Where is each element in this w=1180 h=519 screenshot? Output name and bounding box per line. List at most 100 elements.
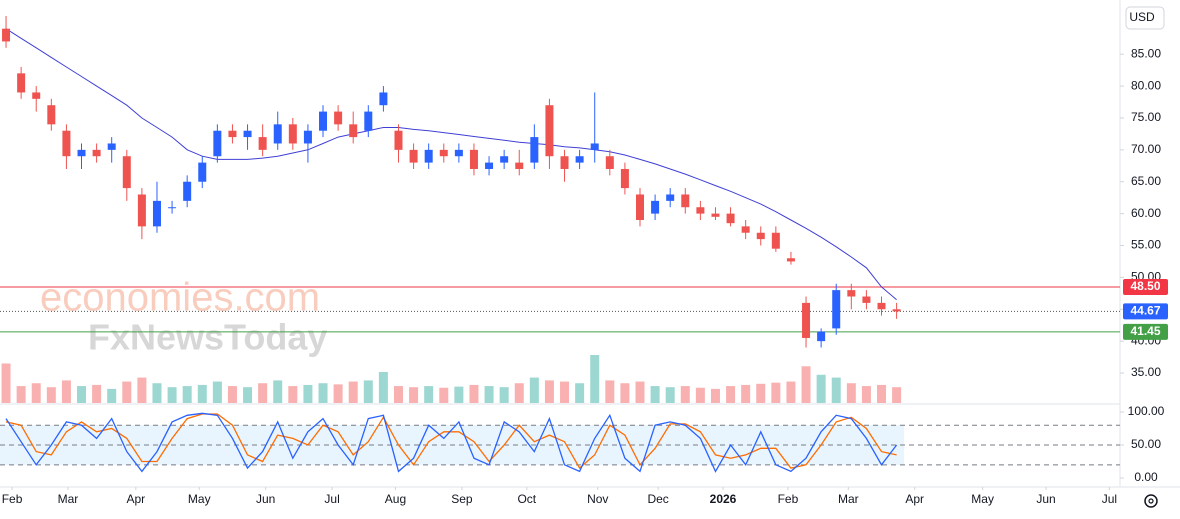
candle-body: [152, 200, 161, 227]
price-label-box: [1123, 323, 1168, 340]
volume-bar: [77, 386, 87, 403]
candle-body: [651, 200, 660, 214]
volume-bar: [605, 380, 615, 403]
volume-bar: [182, 386, 192, 403]
y-tick-label: 100.00: [1128, 404, 1165, 418]
candle-body: [439, 149, 448, 157]
candle-body: [575, 156, 584, 163]
y-tick-label: 75.00: [1131, 110, 1161, 124]
volume-bar: [695, 387, 705, 403]
x-tick-label: May: [971, 492, 994, 506]
price-label: 48.50: [1130, 279, 1160, 293]
candle-body: [62, 130, 71, 157]
volume-bar: [484, 386, 494, 403]
x-tick-label: Sep: [451, 492, 473, 506]
y-tick-label: 65.00: [1131, 174, 1161, 188]
x-tick-label: May: [188, 492, 211, 506]
volume-bar: [499, 387, 509, 403]
volume-bar: [439, 387, 449, 403]
x-tick-label: Dec: [647, 492, 668, 506]
x-tick-label: Mar: [838, 492, 859, 506]
y-tick-label: 60.00: [1131, 206, 1161, 220]
volume-bar: [590, 355, 600, 403]
volume-bar: [243, 387, 253, 403]
candle-body: [469, 149, 478, 169]
stoch-k-line: [5, 412, 898, 473]
volume-bar: [650, 386, 660, 403]
candle-body: [454, 149, 463, 157]
candle-body: [817, 331, 826, 342]
candle-body: [636, 194, 644, 220]
volume-bar: [831, 377, 841, 403]
candle-body: [258, 137, 267, 150]
settings-icon[interactable]: [1144, 494, 1158, 508]
candle-body: [394, 130, 403, 150]
candle-body: [334, 111, 343, 125]
volume-bar: [756, 383, 766, 403]
candle-body: [786, 258, 795, 262]
x-tick-label: Apr: [905, 492, 924, 506]
candle-body: [771, 232, 780, 249]
volume-bar: [167, 387, 177, 403]
candle-body: [409, 149, 418, 163]
volume-bar: [61, 380, 71, 403]
volume-bar: [786, 381, 796, 403]
volume-bar: [861, 386, 871, 403]
volume-bar: [227, 386, 237, 403]
volume-bar: [258, 383, 268, 403]
candle-body: [92, 149, 101, 157]
volume-bar: [409, 387, 419, 403]
volume-bar: [378, 371, 388, 403]
volume-bar: [710, 388, 720, 403]
x-tick-label: Jul: [1102, 492, 1117, 506]
volume-bar: [680, 386, 690, 403]
x-tick-label: Mar: [58, 492, 79, 506]
candle-body: [696, 207, 705, 214]
y-tick-label: 35.00: [1131, 365, 1161, 379]
volume-bar: [726, 386, 736, 403]
x-tick-label: Jul: [324, 492, 339, 506]
volume-bar: [107, 388, 117, 403]
volume-bar: [303, 384, 313, 403]
x-tick-label: 2026: [710, 492, 737, 506]
volume-bar: [333, 384, 343, 403]
volume-bar: [560, 381, 570, 403]
candle-body: [137, 194, 146, 227]
volume-bar: [197, 384, 207, 403]
x-tick-label: Jun: [256, 492, 275, 506]
volume-bar: [741, 384, 751, 403]
volume-bar: [816, 374, 826, 403]
volume-bar: [544, 380, 554, 403]
candle-body: [319, 111, 328, 131]
volume-bar: [892, 387, 902, 403]
x-tick-label: Nov: [587, 492, 608, 506]
candle-body: [500, 156, 509, 163]
price-label-box: [1123, 278, 1168, 295]
volume-bar: [665, 387, 675, 403]
volume-bar: [454, 386, 464, 403]
x-tick-label: Feb: [2, 492, 23, 506]
volume-bar: [31, 383, 41, 403]
candle-body: [349, 124, 358, 138]
candle-body: [424, 149, 433, 163]
candle-body: [273, 124, 282, 144]
candle-body: [892, 309, 901, 312]
volume-bar: [212, 381, 222, 403]
candle-body: [560, 156, 569, 169]
y-tick-label: 85.00: [1131, 46, 1161, 60]
stoch-d-line: [5, 413, 897, 470]
candle-body: [666, 194, 675, 201]
volume-bar: [92, 384, 102, 403]
candle-body: [364, 111, 373, 131]
volume-bar: [288, 386, 298, 403]
volume-bar: [393, 386, 403, 403]
volume-bar: [318, 383, 328, 403]
watermark: FxNewsToday: [88, 317, 327, 358]
candle-body: [605, 156, 614, 169]
candle-body: [213, 130, 222, 157]
volume-bar: [801, 366, 811, 403]
currency-button[interactable]: [1125, 6, 1165, 30]
volume-bar: [137, 377, 147, 403]
candle-body: [288, 124, 297, 144]
